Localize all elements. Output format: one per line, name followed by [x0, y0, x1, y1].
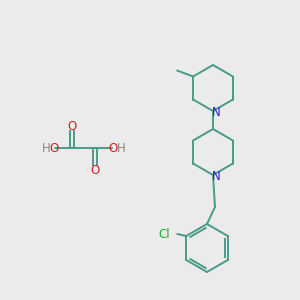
Text: N: N — [212, 106, 220, 118]
Text: O: O — [50, 142, 58, 154]
Text: O: O — [90, 164, 100, 176]
Text: H: H — [117, 142, 125, 154]
Text: O: O — [68, 119, 76, 133]
Text: N: N — [212, 170, 220, 184]
Text: H: H — [42, 142, 50, 154]
Text: O: O — [108, 142, 118, 154]
Text: Cl: Cl — [159, 227, 170, 241]
